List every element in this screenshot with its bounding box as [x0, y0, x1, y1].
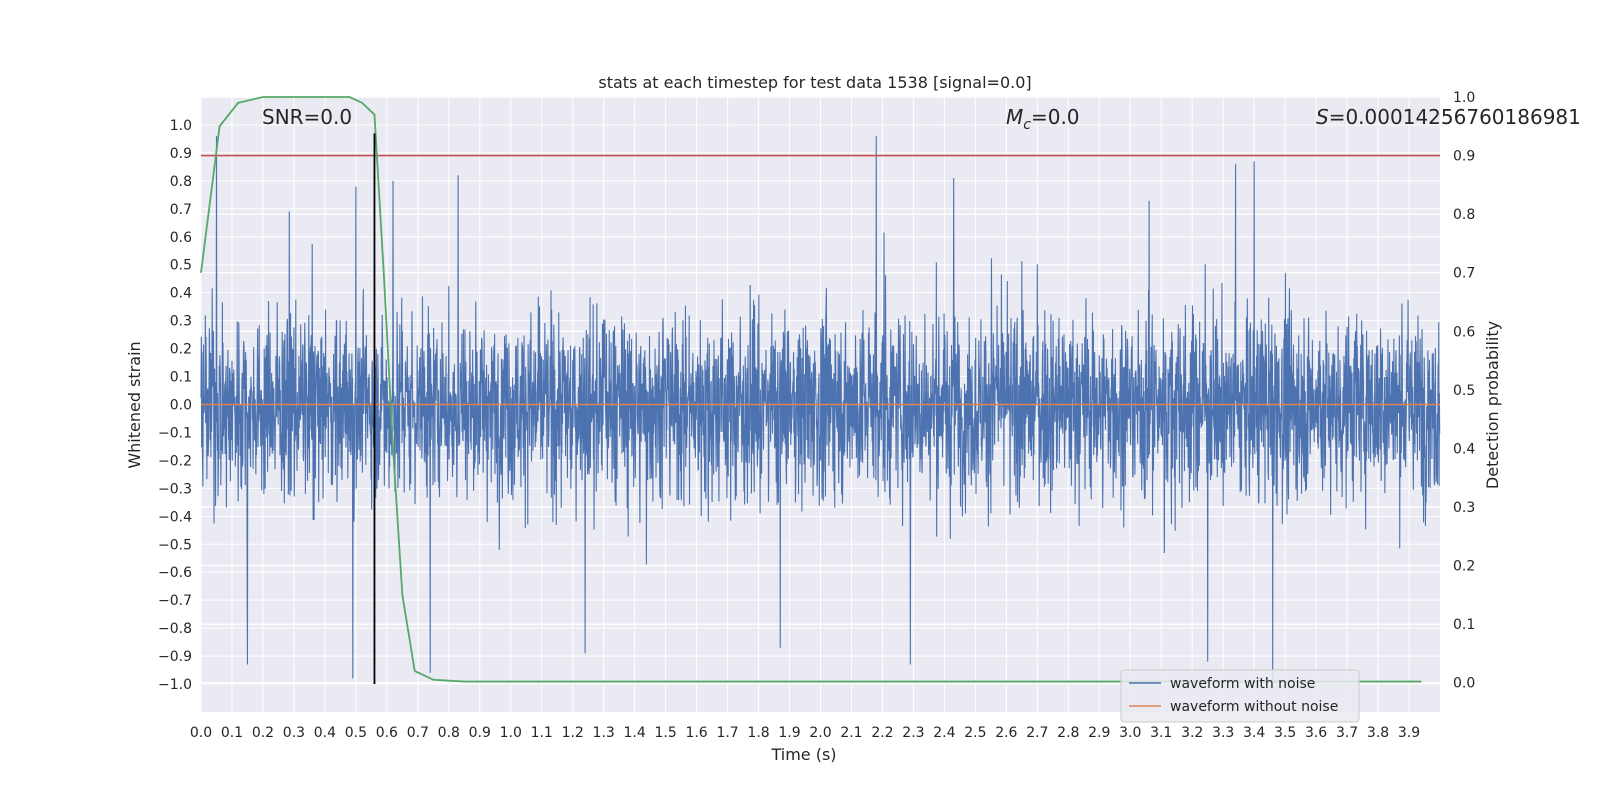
x-tick-label: 0.9 — [469, 725, 491, 741]
x-tick-label: 0.1 — [221, 725, 243, 741]
x-tick-label: 3.2 — [1181, 725, 1203, 741]
mc-annotation: Mc=0.0 — [1006, 105, 1080, 133]
x-tick-label: 1.0 — [500, 725, 522, 741]
x-tick-label: 1.4 — [624, 725, 646, 741]
y-tick-label: −0.1 — [158, 425, 192, 441]
x-tick-label: 2.0 — [809, 725, 831, 741]
x-tick-label: 0.5 — [345, 725, 367, 741]
y-tick-label: −0.8 — [158, 621, 192, 637]
x-tick-label: 3.0 — [1119, 725, 1141, 741]
y-tick-label: 0.9 — [170, 146, 192, 162]
y-tick-label: −0.2 — [158, 453, 192, 469]
y-tick-label: 1.0 — [170, 118, 192, 134]
x-tick-label: 3.6 — [1305, 725, 1327, 741]
x-tick-label: 0.0 — [190, 725, 212, 741]
y-tick-label: 0.2 — [170, 342, 192, 358]
x-tick-label: 2.6 — [995, 725, 1017, 741]
x-tick-label: 2.5 — [964, 725, 986, 741]
y2-tick-labels: 1.0 0.9 0.8 0.7 0.6 0.5 0.4 0.3 0.2 0.1 0.0 — [1453, 90, 1475, 692]
x-tick-label: 1.7 — [716, 725, 738, 741]
y2-tick-label: 0.9 — [1453, 149, 1475, 165]
y-tick-label: 0.4 — [170, 286, 192, 302]
y-tick-label: −0.4 — [158, 509, 192, 525]
snr-annotation: SNR=0.0 — [262, 105, 352, 129]
x-tick-label: 2.3 — [902, 725, 924, 741]
y-axis-label: Whitened strain — [125, 341, 144, 468]
x-tick-label: 2.7 — [1026, 725, 1048, 741]
y2-tick-label: 0.1 — [1453, 617, 1475, 633]
y-tick-label: 0.0 — [170, 398, 192, 414]
legend: waveform with noise waveform without noi… — [1120, 669, 1360, 723]
x-tick-label: 1.6 — [685, 725, 707, 741]
x-tick-label: 3.8 — [1367, 725, 1389, 741]
y2-tick-label: 0.7 — [1453, 266, 1475, 282]
noise-trace — [200, 136, 1441, 682]
x-axis-label: Time (s) — [770, 745, 836, 764]
x-tick-label: 3.3 — [1212, 725, 1234, 741]
y2-tick-label: 0.8 — [1453, 207, 1475, 223]
x-tick-label: 1.1 — [531, 725, 553, 741]
y2-tick-label: 0.6 — [1453, 324, 1475, 340]
x-tick-label: 0.8 — [438, 725, 460, 741]
x-tick-label: 2.2 — [871, 725, 893, 741]
x-tick-label: 3.9 — [1398, 725, 1420, 741]
x-tick-label: 2.4 — [933, 725, 955, 741]
y2-tick-label: 0.2 — [1453, 559, 1475, 575]
x-tick-label: 3.4 — [1243, 725, 1265, 741]
x-tick-labels: 0.0 0.1 0.2 0.3 0.4 0.5 0.6 0.7 0.8 0.9 1.0 1.1 1.2 1… — [190, 725, 1420, 741]
x-tick-label: 1.8 — [747, 725, 769, 741]
legend-label-noise: waveform with noise — [1170, 676, 1315, 692]
legend-box — [1120, 669, 1360, 723]
x-tick-label: 0.7 — [407, 725, 429, 741]
x-tick-label: 2.1 — [840, 725, 862, 741]
x-tick-label: 1.9 — [778, 725, 800, 741]
y-tick-label: −0.3 — [158, 481, 192, 497]
x-tick-label: 0.3 — [283, 725, 305, 741]
y-tick-label: 0.6 — [170, 230, 192, 246]
s-value: =0.00014256760186981 — [1329, 105, 1581, 129]
x-tick-label: 3.7 — [1336, 725, 1358, 741]
y2-tick-label: 0.0 — [1453, 676, 1475, 692]
y-tick-label: −0.5 — [158, 537, 192, 553]
y2-tick-label: 1.0 — [1453, 90, 1475, 106]
y2-tick-label: 0.5 — [1453, 383, 1475, 399]
y2-tick-label: 0.3 — [1453, 500, 1475, 516]
y-tick-label: −0.9 — [158, 649, 192, 665]
y-tick-label: 0.5 — [170, 258, 192, 274]
x-tick-label: 3.1 — [1150, 725, 1172, 741]
series-waveform-with-noise — [200, 136, 1441, 682]
y-tick-label: −0.7 — [158, 593, 192, 609]
y-tick-label: 0.8 — [170, 174, 192, 190]
s-annotation: S=0.00014256760186981 — [1316, 105, 1581, 129]
x-tick-label: 1.5 — [654, 725, 676, 741]
y-tick-label: 0.1 — [170, 370, 192, 386]
y-tick-label: 0.3 — [170, 314, 192, 330]
x-tick-label: 2.9 — [1088, 725, 1110, 741]
x-tick-label: 1.3 — [593, 725, 615, 741]
series-detection-probability — [200, 96, 1422, 683]
y-tick-label: −0.6 — [158, 565, 192, 581]
x-tick-label: 0.4 — [314, 725, 336, 741]
y2-axis-label: Detection probability — [1483, 321, 1502, 489]
x-tick-label: 2.8 — [1057, 725, 1079, 741]
legend-label-clean: waveform without noise — [1170, 699, 1338, 715]
x-tick-label: 3.5 — [1274, 725, 1296, 741]
mc-value: =0.0 — [1031, 105, 1080, 129]
y-tick-label: 0.7 — [170, 202, 192, 218]
x-tick-label: 1.2 — [562, 725, 584, 741]
chart-title: stats at each timestep for test data 153… — [598, 73, 1031, 92]
mc-subscript: c — [1023, 117, 1031, 133]
x-tick-label: 0.6 — [376, 725, 398, 741]
y2-tick-label: 0.4 — [1453, 441, 1475, 457]
x-tick-label: 0.2 — [252, 725, 274, 741]
y-tick-label: −1.0 — [158, 677, 192, 693]
mc-symbol: M — [1006, 105, 1023, 129]
s-symbol: S — [1316, 105, 1329, 129]
y-tick-labels: 1.0 0.9 0.8 0.7 0.6 0.5 0.4 0.3 0.2 0.1 0.0 −0.1 −0.… — [158, 118, 192, 693]
